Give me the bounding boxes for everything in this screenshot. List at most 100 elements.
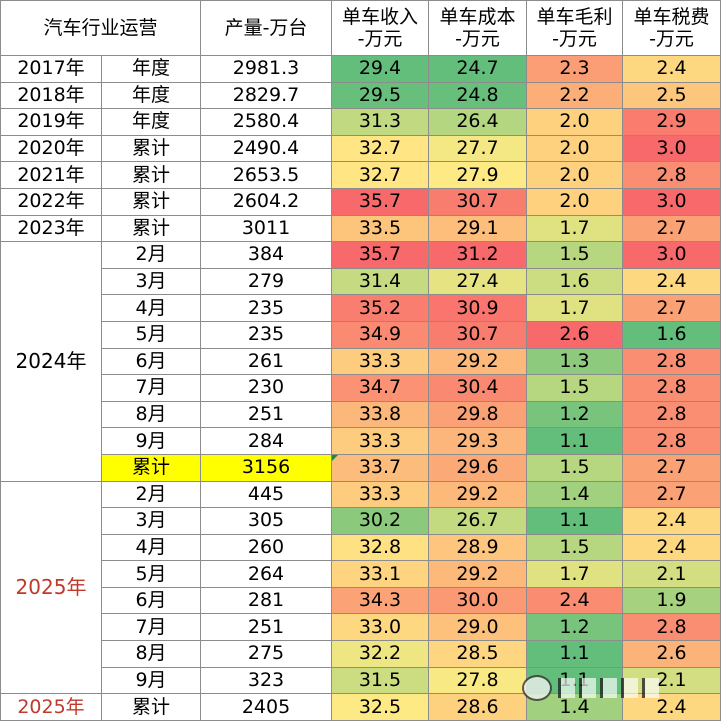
tax-cell: 2.5: [622, 81, 721, 110]
period-cell: 5月: [101, 560, 201, 588]
header-income: 单车收入 -万元: [331, 0, 429, 56]
period-cell: 2月: [101, 241, 201, 269]
period-cell: 6月: [101, 586, 201, 615]
income-cell: 29.5: [331, 81, 429, 110]
margin-cell: 1.6: [526, 267, 623, 296]
period-cell: 4月: [101, 533, 201, 562]
margin-cell: 1.4: [526, 480, 623, 509]
output-cell: 445: [200, 480, 332, 509]
income-cell: 33.3: [331, 480, 429, 509]
tax-cell: 3.0: [622, 187, 721, 216]
income-cell: 33.3: [331, 427, 429, 455]
year-cell: 2021年: [0, 161, 102, 189]
cost-cell: 30.0: [428, 586, 527, 615]
output-cell: 2604.2: [200, 187, 332, 216]
period-cell: 9月: [101, 666, 201, 695]
tax-cell: 2.1: [622, 666, 721, 695]
margin-cell: 1.2: [526, 400, 623, 429]
margin-cell: 1.1: [526, 640, 623, 668]
cost-cell: 28.9: [428, 533, 527, 562]
cost-cell: 30.4: [428, 374, 527, 402]
watermark-bar-icon: [558, 678, 575, 698]
margin-cell: 1.1: [526, 427, 623, 455]
table-row: 4月 260 32.8 28.9 1.5 2.4: [1, 533, 721, 562]
output-cell: 2490.4: [200, 134, 332, 163]
period-cell: 累计: [101, 187, 201, 216]
output-cell: 2580.4: [200, 108, 332, 136]
output-cell: 260: [200, 533, 332, 562]
table-row: 5月 235 34.9 30.7 2.6 1.6: [1, 320, 721, 349]
cost-cell: 27.7: [428, 134, 527, 163]
period-cell: 3月: [101, 267, 201, 296]
cost-cell: 24.8: [428, 81, 527, 110]
period-cell: 8月: [101, 640, 201, 668]
header-margin-line2: -万元: [552, 27, 597, 50]
cost-cell: 31.2: [428, 241, 527, 269]
table-row: 2025年 2月 445 33.3 29.2 1.4 2.7: [0, 480, 721, 695]
tax-cell: 2.4: [622, 267, 721, 296]
watermark-bar-icon: [600, 678, 617, 698]
table-row: 8月 251 33.8 29.8 1.2 2.8: [1, 400, 721, 429]
tax-cell: 2.8: [622, 161, 721, 189]
tax-cell: 2.1: [622, 560, 721, 588]
period-cell: 8月: [101, 400, 201, 429]
cost-cell: 29.2: [428, 347, 527, 376]
header-category: 汽车行业运营: [0, 0, 201, 56]
output-cell: 2981.3: [200, 55, 332, 83]
chat-bubble-icon: [522, 675, 552, 701]
year-cell: 2024年: [0, 241, 102, 482]
income-cell: 33.7: [331, 453, 429, 482]
header-margin: 单车毛利 -万元: [526, 0, 623, 56]
margin-cell: 2.0: [526, 161, 623, 189]
cost-cell: 30.7: [428, 187, 527, 216]
tax-cell: 1.6: [622, 320, 721, 349]
period-cell: 9月: [101, 427, 201, 455]
period-cell: 年度: [101, 108, 201, 136]
cost-cell: 26.7: [428, 507, 527, 535]
margin-cell: 2.4: [526, 586, 623, 615]
output-cell: 284: [200, 427, 332, 455]
cost-cell: 29.8: [428, 400, 527, 429]
year-cell: 2019年: [0, 108, 102, 136]
table-row: 6月 261 33.3 29.2 1.3 2.8: [1, 347, 721, 376]
income-cell: 35.7: [331, 241, 429, 269]
margin-cell: 2.6: [526, 320, 623, 349]
income-cell: 34.7: [331, 374, 429, 402]
output-cell: 235: [200, 320, 332, 349]
output-cell: 281: [200, 586, 332, 615]
cost-cell: 27.4: [428, 267, 527, 296]
output-cell: 230: [200, 374, 332, 402]
tax-cell: 2.7: [622, 453, 721, 482]
watermark-bars: [558, 678, 659, 698]
margin-cell: 2.0: [526, 187, 623, 216]
income-cell: 31.4: [331, 267, 429, 296]
income-cell: 34.9: [331, 320, 429, 349]
output-cell: 2653.5: [200, 161, 332, 189]
period-cell: 累计: [101, 693, 201, 721]
table-row: 2018年 年度 2829.7 29.5 24.8 2.2 2.5: [0, 81, 721, 110]
output-cell: 3156: [200, 453, 332, 482]
table-row: 2019年 年度 2580.4 31.3 26.4 2.0 2.9: [0, 108, 721, 136]
cost-cell: 29.1: [428, 214, 527, 243]
output-cell: 261: [200, 347, 332, 376]
cost-cell: 24.7: [428, 55, 527, 83]
cost-cell: 30.9: [428, 294, 527, 322]
year-cell: 2017年: [0, 55, 102, 83]
header-tax: 单车税费 -万元: [622, 0, 721, 56]
tax-cell: 2.9: [622, 108, 721, 136]
table-row: 2024年 2月 384 35.7 31.2 1.5 3.0: [0, 241, 721, 482]
margin-cell: 2.2: [526, 81, 623, 110]
output-cell: 323: [200, 666, 332, 695]
period-cell: 累计: [101, 161, 201, 189]
table-row: 3月 279 31.4 27.4 1.6 2.4: [1, 267, 721, 296]
cost-cell: 28.5: [428, 640, 527, 668]
tax-cell: 2.8: [622, 613, 721, 642]
output-cell: 2829.7: [200, 81, 332, 110]
watermark: [522, 670, 712, 706]
header-cost-line2: -万元: [455, 27, 500, 50]
margin-cell: 2.0: [526, 108, 623, 136]
cost-cell: 29.2: [428, 480, 527, 509]
margin-cell: 1.5: [526, 241, 623, 269]
margin-cell: 1.2: [526, 613, 623, 642]
output-cell: 251: [200, 613, 332, 642]
